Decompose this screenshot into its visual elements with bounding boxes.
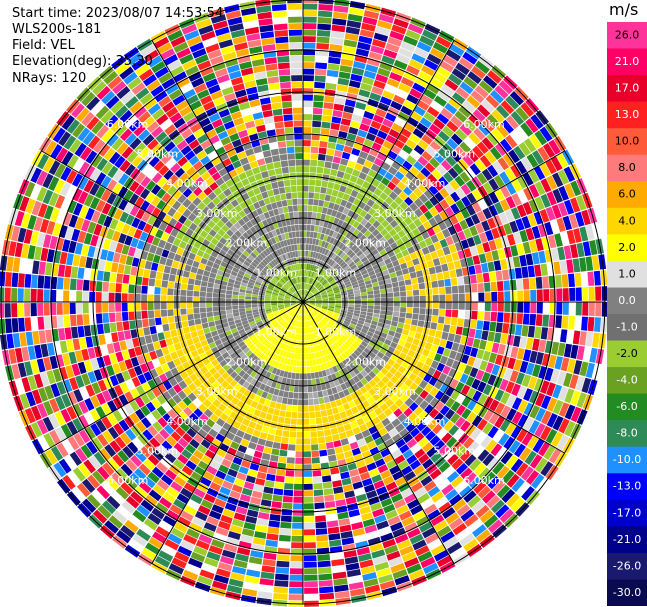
- colorbar-swatch: [607, 128, 647, 156]
- range-ring-label: 1.00km: [315, 266, 357, 279]
- colorbar-unit: m/s: [609, 0, 639, 19]
- colorbar-swatch: [607, 22, 647, 49]
- colorbar-tick-label: 10.0: [615, 135, 640, 148]
- azimuth-spoke: [151, 40, 304, 303]
- range-ring-labels: 1.00km 1.00km 1.00km 1.00km 2.00km 2.00km 2.00…: [107, 118, 505, 487]
- colorbar-tick-label: 13.0: [615, 108, 640, 121]
- range-ring-label: 5.00km: [434, 445, 476, 458]
- colorbar-swatch: [607, 48, 647, 76]
- colorbar-tick-label: 0.0: [618, 294, 636, 307]
- colorbar-tick-label: -6.0: [616, 400, 637, 413]
- colorbar-tick-label: 1.0: [618, 267, 636, 280]
- range-ring-label: 4.00km: [166, 415, 208, 428]
- range-ring-label: 6.00km: [463, 118, 505, 131]
- azimuth-spoke: [41, 150, 304, 303]
- azimuth-spoke: [302, 301, 565, 454]
- start-time-label: Start time: 2023/08/07 14:53:54: [12, 6, 224, 21]
- colorbar-swatch: [607, 101, 647, 129]
- colorbar-tick-label: -8.0: [616, 427, 637, 440]
- range-ring-label: 5.00km: [434, 148, 476, 161]
- colorbar-tick-label: -30.0: [613, 586, 641, 599]
- azimuth-spoke: [302, 150, 565, 303]
- range-ring-label: 2.00km: [344, 355, 386, 368]
- colorbar-swatch: [607, 314, 647, 341]
- azimuth-spoke: [302, 40, 455, 303]
- colorbar-tick-label: 26.0: [615, 29, 640, 42]
- azimuth-spoke: [151, 301, 304, 564]
- range-ring-label: 4.00km: [404, 415, 446, 428]
- elevation-label: Elevation(deg): 35.30: [12, 54, 153, 69]
- azimuth-spoke: [41, 301, 304, 454]
- range-ring-label: 3.00km: [196, 207, 238, 220]
- colorbar-swatch: [607, 154, 647, 182]
- range-ring-label: 6.00km: [463, 474, 505, 487]
- colorbar-tick-label: -21.0: [613, 533, 641, 546]
- colorbar-tick-label: 8.0: [618, 161, 636, 174]
- field-label: Field: VEL: [12, 38, 75, 53]
- colorbar-swatch: [607, 420, 647, 448]
- colorbar-swatch: [607, 393, 647, 421]
- instrument-label: WLS200s-181: [12, 22, 102, 37]
- colorbar-swatch: [607, 446, 647, 474]
- azimuth-spoke: [302, 301, 455, 564]
- colorbar-tick-label: -2.0: [616, 347, 637, 360]
- colorbar-swatch: [607, 579, 647, 606]
- colorbar-swatch: [607, 287, 647, 315]
- range-ring-label: 3.00km: [374, 385, 416, 398]
- nrays-label: NRays: 120: [12, 71, 87, 86]
- range-ring-label: 1.00km: [255, 326, 297, 339]
- colorbar-tick-label: -26.0: [613, 559, 641, 572]
- colorbar-swatch: [607, 260, 647, 288]
- range-ring-label: 2.00km: [226, 355, 268, 368]
- range-ring-label: 5.00km: [137, 148, 179, 161]
- range-ring-label: 2.00km: [344, 237, 386, 250]
- velocity-colorbar: 26.0 21.0 17.0 13.0 10.0 8.0 6.0 4.0 2.0 1.0 0.0 -1…: [607, 22, 647, 606]
- colorbar-swatch: [607, 367, 647, 395]
- colorbar-tick-label: -10.0: [613, 453, 641, 466]
- range-ring-label: 6.00km: [107, 118, 149, 131]
- colorbar-swatch: [607, 207, 647, 235]
- colorbar-tick-label: 2.0: [618, 241, 636, 254]
- range-ring-label: 2.00km: [226, 237, 268, 250]
- colorbar-tick-label: 6.0: [618, 188, 636, 201]
- colorbar-swatch: [607, 499, 647, 527]
- range-ring-label: 4.00km: [404, 177, 446, 190]
- range-ring-label: 3.00km: [196, 385, 238, 398]
- colorbar-swatch: [607, 234, 647, 262]
- range-ring-label: 1.00km: [315, 326, 357, 339]
- range-ring-label: 3.00km: [374, 207, 416, 220]
- colorbar-tick-label: -1.0: [616, 321, 637, 334]
- colorbar-tick-label: -17.0: [613, 506, 641, 519]
- radial-velocity-gates: [0, 0, 608, 607]
- colorbar-tick-label: 21.0: [615, 55, 640, 68]
- colorbar-swatch: [607, 340, 647, 368]
- colorbar-swatch: [607, 75, 647, 103]
- colorbar-tick-label: 4.0: [618, 214, 636, 227]
- colorbar-tick-label: 17.0: [615, 82, 640, 95]
- colorbar-swatch: [607, 181, 647, 209]
- colorbar-tick-label: -4.0: [616, 374, 637, 387]
- colorbar-tick-label: -13.0: [613, 480, 641, 493]
- range-ring-label: 5.00km: [137, 445, 179, 458]
- range-ring-label: 1.00km: [255, 266, 297, 279]
- azimuth-spokes: [1, 0, 605, 604]
- colorbar-swatch: [607, 526, 647, 554]
- colorbar-swatch: [607, 473, 647, 501]
- range-ring-label: 6.00km: [107, 474, 149, 487]
- colorbar-swatch: [607, 552, 647, 580]
- range-ring-label: 4.00km: [166, 177, 208, 190]
